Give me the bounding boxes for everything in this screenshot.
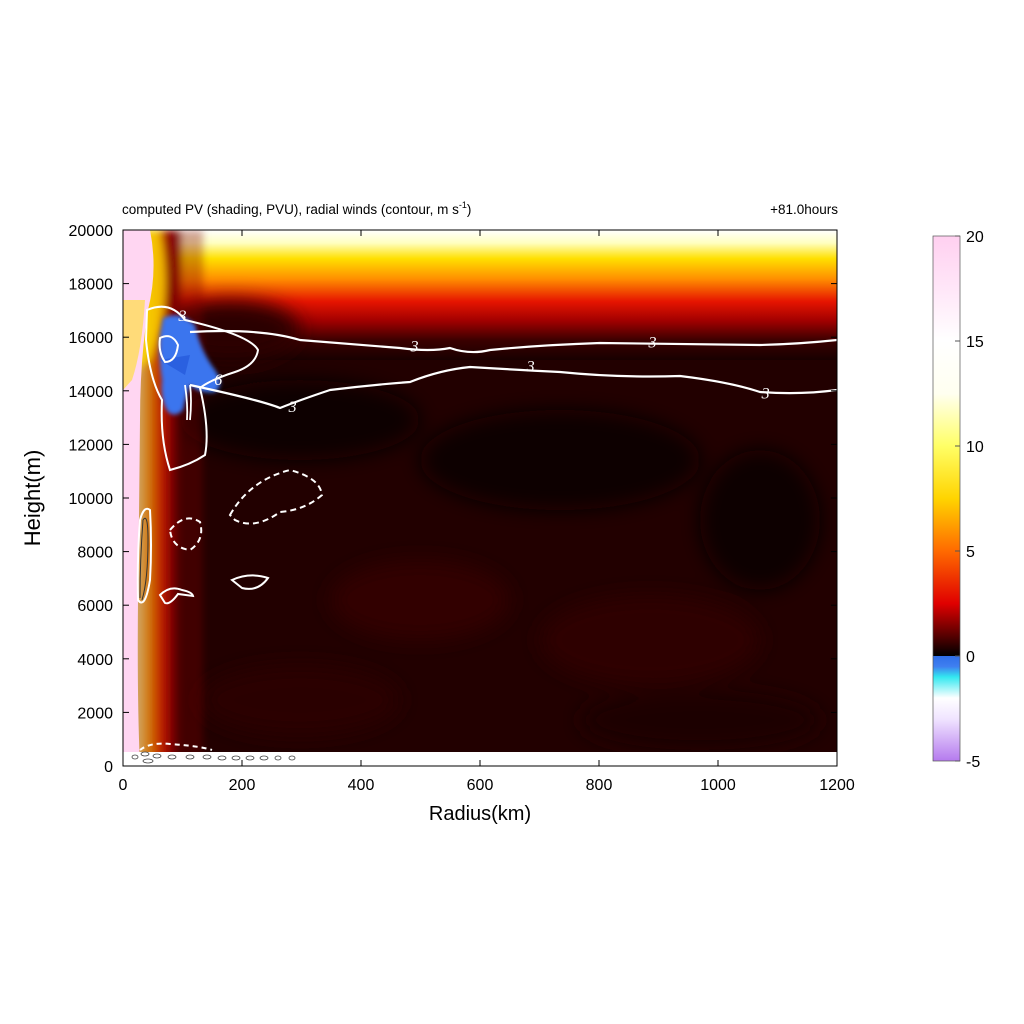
contour-label: 3 bbox=[648, 335, 657, 352]
x-tick-label: 1200 bbox=[819, 777, 855, 794]
contour-surface-inflow bbox=[139, 742, 213, 751]
colorbar-tick-label: 10 bbox=[966, 439, 984, 456]
x-tick-label: 600 bbox=[467, 777, 494, 794]
y-tick-label: 6000 bbox=[77, 598, 113, 615]
x-tick-label: 400 bbox=[348, 777, 375, 794]
contour-core-stem bbox=[184, 384, 192, 421]
y-tick-label: 4000 bbox=[77, 652, 113, 669]
time-label: +81.0hours bbox=[770, 202, 838, 217]
y-axis: 0 2000 4000 6000 8000 10000 12000 14000 16000 180… bbox=[69, 223, 837, 776]
y-tick-label: 16000 bbox=[69, 330, 114, 347]
surface-contours bbox=[131, 751, 296, 764]
y-tick-label: 12000 bbox=[69, 437, 114, 454]
contour-core-outer bbox=[144, 305, 260, 472]
x-tick-label: 1000 bbox=[700, 777, 736, 794]
x-tick-label: 0 bbox=[119, 777, 128, 794]
y-tick-label: 20000 bbox=[69, 223, 114, 240]
contour-negative-1 bbox=[228, 468, 324, 525]
radial-wind-contours bbox=[136, 305, 837, 751]
chart-title: computed PV (shading, PVU), radial winds… bbox=[122, 200, 471, 217]
colorbar-tick-label: 5 bbox=[966, 544, 975, 561]
x-tick-label: 200 bbox=[229, 777, 256, 794]
x-axis-label: Radius(km) bbox=[429, 803, 531, 825]
contour-3-middle bbox=[189, 365, 837, 410]
colorbar bbox=[932, 235, 961, 762]
contour-label: 3 bbox=[410, 339, 419, 356]
contour-positive-2 bbox=[158, 587, 195, 605]
colorbar-tick-label: -5 bbox=[966, 754, 980, 771]
y-tick-label: 10000 bbox=[69, 491, 114, 508]
contour-core-lower-inner bbox=[139, 517, 149, 601]
contour-positive-1 bbox=[230, 574, 270, 590]
contour-labels: 3 3 3 3 3 3 6 bbox=[178, 308, 770, 416]
contour-core-lower bbox=[136, 507, 152, 604]
contour-label: 3 bbox=[761, 385, 770, 402]
contour-label: 3 bbox=[178, 308, 187, 325]
colorbar-ticks: -5 0 5 10 15 20 bbox=[955, 229, 984, 771]
colorbar-tick-label: 20 bbox=[966, 229, 984, 246]
pv-shading bbox=[123, 230, 837, 766]
title-superscript: -1 bbox=[459, 200, 467, 210]
x-tick-label: 800 bbox=[586, 777, 613, 794]
contour-label: 3 bbox=[288, 399, 297, 416]
colorbar-tick-label: 0 bbox=[966, 649, 975, 666]
y-tick-label: 2000 bbox=[77, 705, 113, 722]
x-axis: 0 200 400 600 800 1000 1200 bbox=[119, 230, 855, 794]
contour-negative-2 bbox=[168, 517, 203, 552]
contour-core-inner bbox=[158, 335, 180, 364]
contour-3-upper bbox=[189, 329, 837, 354]
y-tick-label: 18000 bbox=[69, 277, 114, 294]
contour-label: 3 bbox=[526, 359, 535, 376]
y-tick-label: 8000 bbox=[77, 545, 113, 562]
y-tick-label: 14000 bbox=[69, 384, 114, 401]
y-axis-label: Height(m) bbox=[20, 450, 45, 547]
colorbar-tick-label: 15 bbox=[966, 334, 984, 351]
contour-label: 6 bbox=[214, 372, 222, 389]
y-tick-label: 0 bbox=[104, 759, 113, 776]
